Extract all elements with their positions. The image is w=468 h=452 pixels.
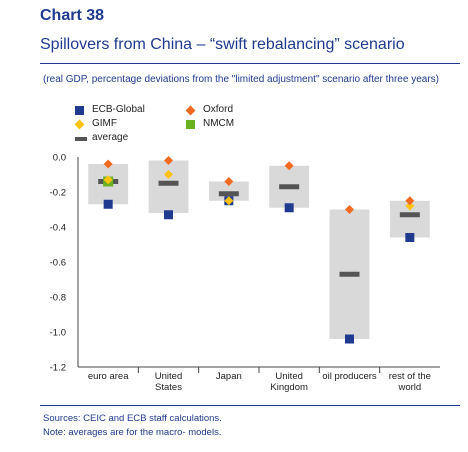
average-marker [158,180,179,186]
x-category-label: world [397,382,421,393]
gimf-point [164,170,173,179]
oxford-point [345,205,354,214]
footnote: Note: averages are for the macro- models… [43,427,222,438]
chart-title: Spillovers from China – “swift rebalanci… [40,36,405,53]
ecb-global-point [164,210,173,220]
x-category-label: rest of the [389,371,431,382]
sources-note: Sources: CEIC and ECB staff calculations… [43,413,222,424]
legend-swatch-nmcm [186,120,195,129]
x-category-label: euro area [88,371,129,382]
gimf-point [405,201,415,211]
x-category-label: oil producers [322,371,377,382]
legend-swatch-average [75,137,87,141]
x-category-label: States [155,382,182,393]
x-category-label: Kingdom [270,382,308,393]
average-marker [218,191,239,197]
range-bar [148,160,189,213]
oxford-point [103,159,113,169]
average-marker [399,212,420,218]
y-tick-label: -0.6 [50,258,66,269]
title-divider [40,63,460,64]
gimf-point [224,196,234,206]
legend-label-nmcm: NMCM [203,118,235,129]
gimf-point [103,175,113,185]
legend-label-gimf: GIMF [92,118,117,129]
average-marker [339,271,360,277]
legend-label-ecb-global: ECB-Global [92,104,145,115]
oxford-point [284,161,294,171]
y-tick-label: 0.0 [53,153,66,164]
legend-label-oxford: Oxford [203,104,234,115]
x-category-label: Japan [216,371,242,382]
y-tick-label: -1.2 [50,363,66,374]
y-tick-label: -1.0 [50,328,66,339]
y-tick-label: -0.4 [50,223,66,234]
footer-divider [40,405,460,406]
oxford-point [164,156,173,165]
x-category-label: United [275,371,302,382]
oxford-point [405,196,415,206]
ecb-global-point [345,334,354,344]
chart-subtitle: (real GDP, percentage deviations from th… [43,74,439,85]
y-tick-label: -0.8 [50,293,66,304]
average-marker [279,184,300,190]
ecb-global-point [103,199,113,209]
chart-number: Chart 38 [40,7,105,24]
legend-swatch-ecb-global [75,106,84,115]
ecb-global-point [284,203,294,213]
y-tick-label: -0.2 [50,188,66,199]
legend-label-average: average [92,132,129,143]
x-category-label: United [155,371,182,382]
ecb-global-point [405,233,415,242]
oxford-point [224,177,234,186]
